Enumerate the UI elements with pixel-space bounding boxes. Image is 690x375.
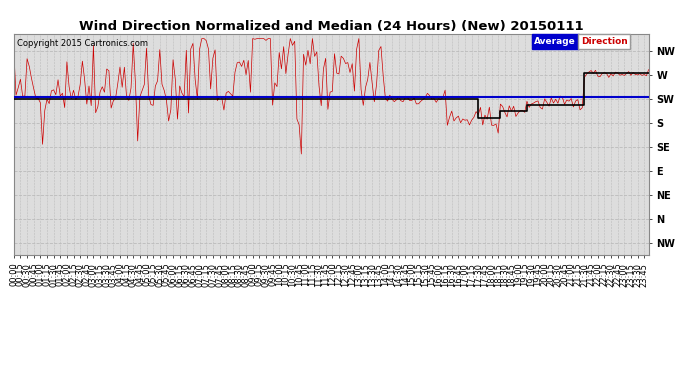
Title: Wind Direction Normalized and Median (24 Hours) (New) 20150111: Wind Direction Normalized and Median (24… xyxy=(79,20,584,33)
Text: Direction: Direction xyxy=(581,37,627,46)
Text: Copyright 2015 Cartronics.com: Copyright 2015 Cartronics.com xyxy=(17,39,148,48)
Text: Average: Average xyxy=(534,37,576,46)
